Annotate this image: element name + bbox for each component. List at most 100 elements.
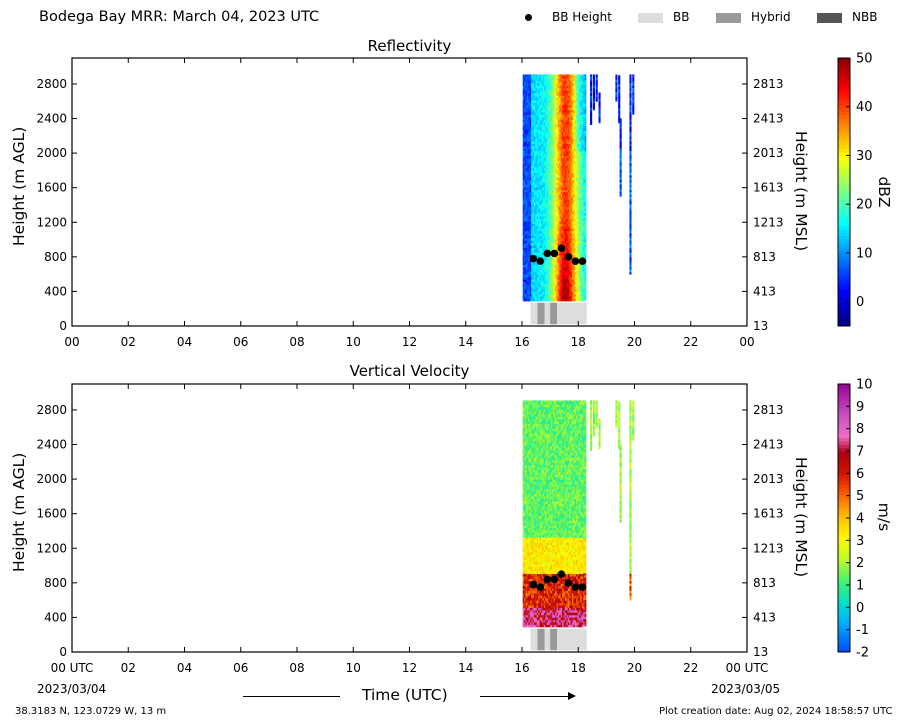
data-cell bbox=[570, 138, 573, 142]
data-cell bbox=[536, 100, 539, 103]
data-cell bbox=[522, 556, 525, 560]
data-cell bbox=[531, 165, 533, 169]
data-cell bbox=[564, 136, 567, 140]
data-cell bbox=[577, 269, 580, 273]
data-cell bbox=[559, 281, 562, 285]
data-cell bbox=[571, 298, 574, 302]
data-cell bbox=[526, 95, 529, 98]
data-cell bbox=[564, 221, 567, 224]
data-cell bbox=[531, 107, 533, 111]
data-cell bbox=[559, 109, 562, 113]
data-cell bbox=[539, 216, 542, 220]
data-cell bbox=[525, 619, 528, 623]
data-cell bbox=[552, 204, 555, 207]
data-cell bbox=[584, 225, 587, 228]
data-cell bbox=[540, 283, 543, 287]
data-cell bbox=[525, 80, 528, 84]
data-cell bbox=[564, 182, 567, 186]
data-cell bbox=[562, 213, 564, 217]
data-cell bbox=[563, 85, 566, 89]
data-cell bbox=[522, 211, 525, 215]
data-cell bbox=[533, 281, 536, 285]
data-cell bbox=[577, 196, 580, 200]
data-cell bbox=[569, 213, 571, 217]
data-cell bbox=[526, 605, 529, 608]
data-cell bbox=[557, 143, 560, 147]
data-cell bbox=[581, 283, 584, 287]
data-cell bbox=[524, 162, 526, 166]
x-tick-label: 02 bbox=[121, 335, 136, 349]
y-tick-label: 2800 bbox=[36, 77, 67, 91]
data-cell bbox=[526, 498, 529, 502]
data-cell bbox=[577, 109, 580, 113]
data-cell bbox=[536, 237, 539, 241]
data-cell bbox=[576, 221, 578, 224]
data-cell bbox=[545, 124, 548, 128]
data-cell bbox=[536, 279, 539, 282]
data-cell bbox=[525, 237, 528, 241]
data-cell bbox=[557, 141, 560, 144]
data-cell bbox=[553, 167, 556, 171]
data-cell bbox=[526, 568, 529, 572]
data-cell bbox=[556, 279, 559, 282]
data-cell bbox=[531, 235, 533, 239]
data-cell bbox=[576, 182, 578, 186]
data-cell bbox=[538, 179, 540, 183]
data-cell bbox=[531, 264, 533, 268]
data-cell bbox=[536, 281, 539, 285]
data-cell bbox=[533, 109, 536, 113]
data-cell bbox=[524, 247, 526, 251]
data-cell bbox=[555, 223, 557, 227]
data-cell bbox=[549, 194, 552, 198]
data-cell bbox=[549, 78, 552, 82]
data-cell bbox=[553, 102, 556, 106]
data-cell bbox=[569, 80, 571, 84]
data-cell bbox=[522, 194, 525, 198]
data-cell bbox=[538, 153, 540, 157]
data-cell bbox=[546, 172, 549, 176]
data-cell bbox=[542, 267, 545, 270]
data-cell bbox=[584, 111, 587, 115]
data-cell bbox=[581, 138, 584, 142]
data-cell bbox=[553, 233, 556, 236]
data-cell bbox=[571, 293, 574, 297]
data-cell bbox=[550, 158, 553, 161]
data-cell bbox=[573, 199, 576, 203]
data-cell bbox=[563, 182, 566, 186]
data-cell bbox=[524, 537, 526, 541]
data-cell bbox=[576, 87, 578, 91]
data-cell bbox=[557, 201, 560, 205]
data-cell bbox=[581, 167, 584, 171]
data-cell bbox=[542, 247, 545, 251]
data-cell bbox=[570, 141, 573, 144]
data-cell bbox=[525, 421, 528, 424]
data-cell bbox=[566, 95, 569, 98]
data-cell bbox=[524, 267, 526, 270]
data-cell bbox=[556, 75, 559, 79]
data-cell bbox=[583, 128, 585, 132]
data-cell bbox=[529, 90, 532, 94]
data-cell bbox=[569, 90, 571, 94]
data-cell bbox=[543, 109, 546, 113]
data-cell bbox=[566, 228, 569, 232]
data-cell bbox=[584, 96, 587, 100]
data-cell bbox=[580, 92, 583, 96]
data-cell bbox=[569, 296, 571, 299]
data-cell bbox=[525, 129, 528, 132]
data-cell bbox=[532, 136, 535, 140]
data-cell bbox=[524, 559, 526, 562]
data-cell bbox=[550, 293, 553, 297]
colorbar-cell bbox=[838, 265, 850, 270]
data-cell bbox=[571, 172, 574, 176]
data-cell bbox=[564, 78, 567, 82]
data-cell bbox=[569, 179, 571, 183]
data-cell bbox=[618, 103, 621, 107]
data-cell bbox=[618, 98, 621, 102]
data-cell bbox=[564, 114, 567, 118]
colorbar-cell bbox=[838, 292, 850, 297]
data-cell bbox=[540, 208, 543, 212]
y-tick-label-right: 2413 bbox=[753, 112, 784, 126]
data-cell bbox=[566, 143, 569, 147]
data-cell bbox=[529, 153, 532, 157]
data-cell bbox=[552, 298, 555, 302]
